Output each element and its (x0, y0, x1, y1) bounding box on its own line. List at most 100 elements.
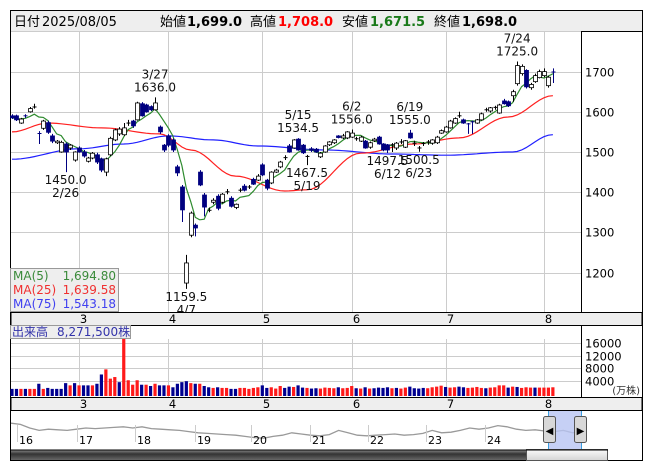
volume-bar (435, 386, 439, 396)
candle-body (82, 151, 87, 157)
navigator-handle-left[interactable]: ◀ (543, 416, 556, 443)
candle (309, 147, 314, 152)
scrollbar-thumb[interactable] (526, 449, 608, 461)
candle-body (59, 141, 64, 153)
candle (417, 145, 422, 152)
candle-body (377, 136, 382, 145)
candle-body (41, 120, 46, 129)
candle (511, 89, 516, 102)
candle-body (220, 193, 225, 203)
candle-body (149, 106, 154, 111)
candle-body (131, 120, 136, 127)
candle-body (251, 178, 256, 185)
volume-bar (171, 387, 175, 396)
candle-body (104, 158, 109, 173)
annotation-value: 1159.5 (165, 290, 207, 304)
volume-bar (475, 386, 479, 396)
candle (193, 223, 198, 237)
candle-body (511, 91, 516, 97)
candle-body (529, 84, 534, 89)
candle-body (506, 101, 511, 107)
candle (350, 129, 355, 138)
month-tick-label: 5 (263, 397, 270, 411)
candle-body (403, 140, 408, 148)
navigator-year-label: 18 (137, 434, 151, 447)
candle (104, 157, 109, 177)
candle-body (318, 152, 323, 158)
candle (269, 171, 274, 185)
candle (551, 68, 556, 84)
volume-bar (341, 388, 345, 396)
candle (412, 140, 417, 146)
candle-body (175, 166, 180, 174)
month-tick-label: 8 (545, 397, 552, 411)
candle (435, 135, 440, 144)
volume-label-box: 出来高 8,271,500株 (10, 324, 131, 339)
candle (90, 152, 95, 160)
scrollbar-track[interactable] (11, 450, 527, 460)
volume-bar (372, 388, 376, 396)
volume-bar (287, 386, 291, 396)
volume-label: 出来高 (12, 324, 48, 339)
ma75-line (11, 134, 553, 160)
candle-body (453, 118, 458, 124)
candle (229, 196, 234, 208)
candle-body (435, 136, 440, 144)
candle-body (520, 65, 525, 75)
candle-body (381, 143, 386, 151)
navigator-handle-right[interactable]: ▶ (574, 416, 587, 443)
volume-bar (426, 388, 430, 396)
candle-body (162, 144, 167, 151)
volume-bar (533, 387, 537, 396)
annotation-value: 1467.5 (286, 166, 328, 180)
volume-bar (497, 385, 501, 396)
volume-bar (278, 386, 282, 396)
volume-bar (95, 383, 99, 396)
volume-bar (363, 387, 367, 396)
candle (202, 193, 207, 217)
volume-bar (457, 386, 461, 396)
candle-body (394, 142, 399, 149)
volume-bar (318, 388, 323, 396)
candle (131, 119, 136, 128)
candle (448, 119, 453, 129)
candle-body (19, 118, 24, 124)
candle-body (202, 194, 207, 208)
candle-body (461, 119, 466, 124)
candle (336, 135, 341, 139)
volume-bar (99, 374, 103, 396)
volume-bar (345, 387, 349, 396)
candle (149, 105, 154, 111)
volume-bar (452, 387, 457, 396)
candle (484, 107, 489, 112)
annotation-date: 6/12 (374, 167, 401, 181)
legend-ma75-value: 1,543.18 (63, 297, 116, 311)
candle-body (359, 136, 364, 142)
candle-body (117, 128, 122, 135)
month-axis-bar (10, 312, 643, 326)
legend-ma25-value: 1,639.58 (63, 283, 116, 297)
volume-bar (46, 387, 50, 396)
candle (184, 254, 189, 289)
candle-body (408, 132, 413, 139)
candle-body (68, 144, 73, 149)
volume-bar (359, 388, 363, 396)
candle-body (158, 126, 163, 133)
annotation-date: 5/15 (285, 108, 312, 122)
candle (198, 170, 203, 187)
low-label: 安値 (342, 14, 368, 30)
range-navigator[interactable]: 16 17 18 19 20 21 22 23 24 (10, 422, 583, 447)
volume-bar (484, 388, 488, 396)
candle-body (542, 71, 547, 77)
volume-bar (466, 387, 470, 396)
volume-bar (336, 387, 340, 396)
candle-body (372, 138, 377, 142)
volume-bar (296, 385, 300, 396)
candle (225, 188, 230, 195)
price-tick-label: 1300 (585, 226, 614, 240)
navigator-history-line (10, 422, 583, 439)
volume-bar (68, 385, 72, 396)
candle-body (533, 75, 538, 83)
candle (234, 203, 239, 210)
volume-tick-label: 8000 (585, 362, 614, 376)
